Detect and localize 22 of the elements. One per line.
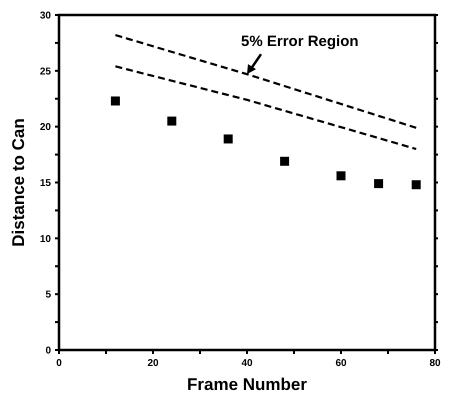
point: [224, 134, 233, 144]
point: [167, 116, 176, 126]
point: [280, 156, 290, 166]
x-tick-label: 80: [429, 358, 441, 369]
point: [336, 171, 346, 180]
y-tick-label: 30: [40, 10, 52, 22]
y-tick-label: 25: [40, 66, 52, 78]
x-tick-label: 20: [147, 358, 159, 369]
point: [374, 179, 384, 188]
y-tick-label: 10: [40, 234, 52, 245]
annotation: 5% Error Region: [241, 33, 359, 50]
x-tick-label: 60: [335, 358, 347, 369]
x-tick-label: 40: [241, 358, 253, 369]
point: [412, 180, 421, 190]
y-tick-label: 20: [40, 122, 52, 134]
x-tick-label: 0: [56, 358, 62, 369]
y-tick-label: 5: [45, 290, 52, 301]
y-tick-label: 0: [45, 346, 52, 356]
point: [110, 96, 120, 106]
y-tick-label: 15: [40, 178, 52, 189]
x-axis-title: Frame Number: [187, 375, 308, 394]
y-axis-title: Distance to Can: [9, 118, 28, 247]
